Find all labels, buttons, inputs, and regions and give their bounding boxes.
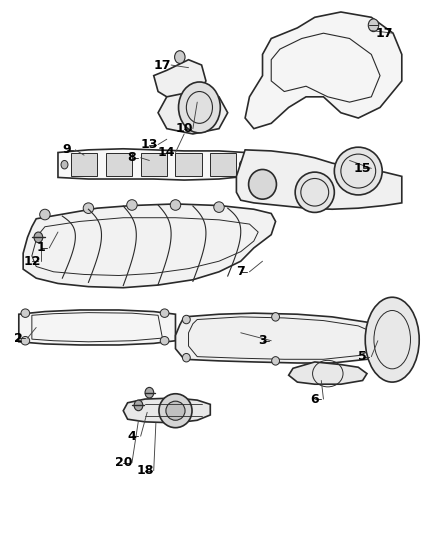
Ellipse shape	[166, 401, 185, 420]
Ellipse shape	[145, 387, 154, 398]
Ellipse shape	[134, 400, 143, 411]
Ellipse shape	[61, 160, 68, 169]
Text: 17: 17	[154, 59, 171, 71]
Ellipse shape	[40, 209, 50, 220]
Ellipse shape	[183, 316, 190, 324]
Polygon shape	[58, 149, 245, 180]
Ellipse shape	[175, 51, 185, 63]
Ellipse shape	[334, 147, 382, 195]
Ellipse shape	[214, 202, 224, 213]
Polygon shape	[123, 398, 210, 423]
Ellipse shape	[127, 200, 137, 211]
Ellipse shape	[368, 19, 379, 31]
Ellipse shape	[21, 336, 30, 345]
Text: 13: 13	[141, 138, 158, 151]
Polygon shape	[245, 12, 402, 128]
Ellipse shape	[183, 353, 190, 362]
Polygon shape	[176, 313, 402, 363]
Ellipse shape	[295, 172, 334, 213]
Polygon shape	[19, 310, 176, 345]
Ellipse shape	[159, 394, 192, 427]
Text: 20: 20	[114, 456, 132, 469]
Text: 17: 17	[376, 27, 393, 39]
Text: 4: 4	[127, 430, 136, 443]
Ellipse shape	[34, 232, 43, 243]
Text: 7: 7	[237, 265, 245, 278]
Polygon shape	[289, 362, 367, 384]
Ellipse shape	[21, 309, 30, 317]
Polygon shape	[237, 150, 402, 209]
Polygon shape	[141, 153, 167, 176]
Text: 10: 10	[176, 122, 193, 135]
Ellipse shape	[272, 357, 279, 365]
Polygon shape	[154, 60, 206, 102]
Ellipse shape	[83, 203, 94, 214]
Polygon shape	[158, 92, 228, 134]
Ellipse shape	[179, 82, 220, 133]
Polygon shape	[23, 204, 276, 288]
Text: 2: 2	[14, 332, 23, 344]
Text: 14: 14	[158, 146, 176, 159]
Text: 5: 5	[358, 350, 367, 363]
Text: 6: 6	[311, 393, 319, 406]
Ellipse shape	[170, 200, 181, 211]
Ellipse shape	[272, 313, 279, 321]
Text: 3: 3	[258, 334, 267, 347]
Ellipse shape	[249, 169, 276, 199]
Text: 18: 18	[136, 464, 154, 477]
Text: 12: 12	[23, 255, 41, 268]
Text: 8: 8	[127, 151, 136, 164]
Ellipse shape	[240, 160, 247, 169]
Text: 15: 15	[354, 162, 371, 175]
Polygon shape	[71, 153, 97, 176]
Ellipse shape	[160, 309, 169, 317]
Ellipse shape	[365, 297, 419, 382]
Polygon shape	[176, 153, 201, 176]
Ellipse shape	[160, 336, 169, 345]
Polygon shape	[106, 153, 132, 176]
Text: 1: 1	[36, 241, 45, 254]
Text: 9: 9	[62, 143, 71, 156]
Polygon shape	[210, 153, 237, 176]
